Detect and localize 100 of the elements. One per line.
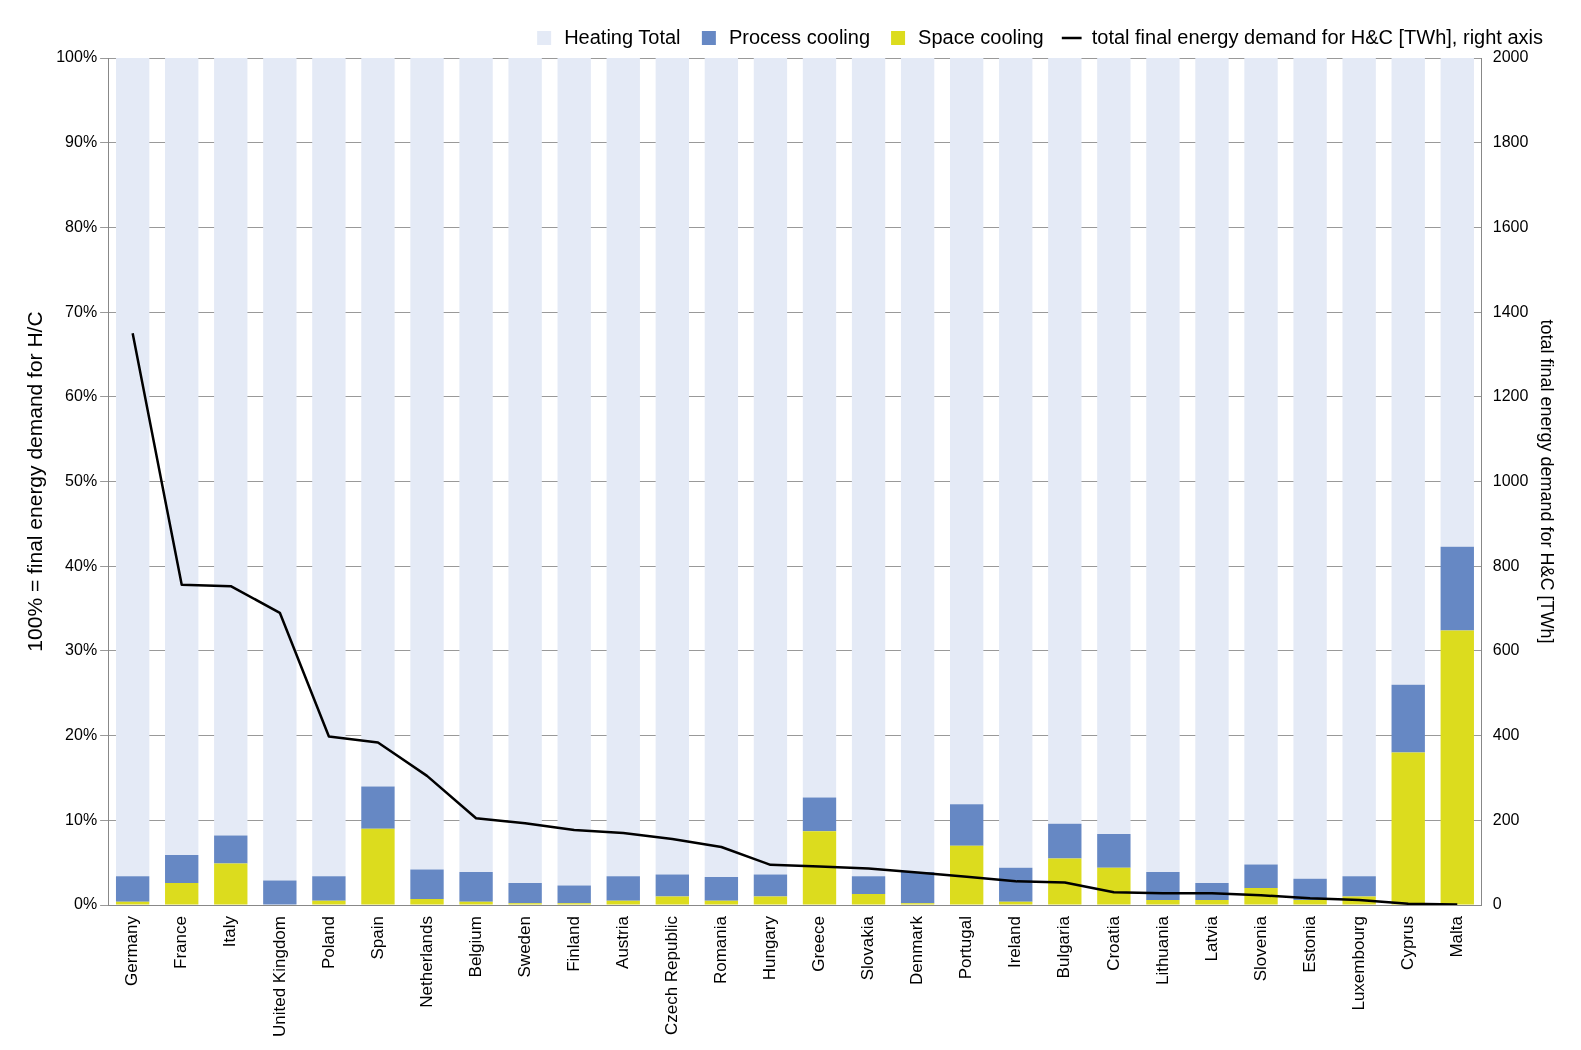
bar [312,58,346,877]
bar [1440,58,1474,547]
y2-tick-label: 1800 [1492,133,1529,151]
bar [753,896,788,905]
y-tick-label: 80% [65,217,98,235]
bar [165,883,199,905]
bar [851,876,886,895]
bar [557,885,591,904]
y-axis-title: 100% = final energy demand for H/C [23,311,47,652]
x-tick-label: Ireland [1005,916,1025,969]
bar [115,876,150,902]
bar [1440,630,1474,905]
bar [1146,899,1180,905]
x-tick-label: Romania [711,915,731,985]
bar [900,58,935,873]
bar [655,896,689,905]
x-tick-label: Spain [367,916,387,960]
bar [361,828,395,905]
bar [115,901,150,905]
bar [1048,58,1082,824]
bar [361,58,395,787]
bar [1293,58,1327,879]
bar [1342,876,1376,897]
y-tick-label: 0% [74,895,98,913]
y2-tick-label: 400 [1492,726,1520,744]
bar [263,880,297,905]
x-tick-label: Bulgaria [1054,915,1074,979]
bar [1391,58,1425,685]
bar [410,869,444,900]
bar [115,58,150,877]
y2-tick-label: 200 [1492,810,1520,828]
bar [606,900,640,905]
y-tick-label: 60% [65,387,98,405]
y-tick-label: 100% [56,48,98,66]
x-tick-label: Austria [612,915,632,969]
y2-tick-label: 0 [1492,895,1502,913]
y-tick-label: 10% [65,810,98,828]
bar [165,58,199,856]
x-tick-label: Portugal [956,916,976,980]
bar [999,58,1033,868]
bar [802,58,837,798]
bar [1097,833,1131,868]
bar [459,58,493,873]
bar [655,58,689,875]
x-tick-label: Germany [122,915,142,986]
bar [704,58,739,878]
bar [606,58,640,877]
bar [999,901,1033,905]
bar [1195,58,1229,884]
bar [410,899,444,905]
bar [361,786,395,829]
bar [459,872,493,902]
x-tick-label: Netherlands [416,916,436,1008]
bar [949,804,984,846]
bar [802,831,837,905]
bar [263,58,297,881]
x-tick-label: Belgium [465,916,485,978]
bar [1391,684,1425,753]
y-tick-label: 70% [65,302,98,320]
y-tick-label: 40% [65,556,98,574]
legend-label: Process cooling [728,25,871,48]
x-tick-label: Greece [809,916,829,972]
x-tick-label: United Kingdom [269,916,289,1038]
bar [214,58,248,836]
x-tick-label: Slovenia [1250,915,1270,982]
x-tick-label: Denmark [907,915,927,986]
x-tick-label: Estonia [1299,915,1319,973]
x-tick-label: Luxembourg [1348,916,1368,1011]
y2-tick-label: 2000 [1492,48,1529,66]
bar [1342,58,1376,877]
bar [1097,867,1131,905]
bar [1195,899,1229,905]
x-tick-label: Sweden [514,916,534,978]
bar [999,867,1033,902]
bar [1146,872,1180,900]
x-tick-label: Cyprus [1397,916,1417,970]
bar [1391,752,1425,905]
y-tick-label: 90% [65,133,98,151]
legend-label: total final energy demand for H&C [TWh], right axis [1091,25,1544,48]
bar [802,797,837,832]
bar [753,874,788,897]
bar [508,883,542,904]
y-tick-label: 30% [65,641,98,659]
bar [1244,58,1278,865]
bar [214,835,248,864]
bar [753,58,788,875]
x-tick-label: Hungary [760,915,780,981]
bar [606,876,640,901]
bar [1440,546,1474,631]
bar [508,58,542,884]
y2-tick-label: 1400 [1492,302,1529,320]
x-tick-label: Finland [563,916,583,972]
x-tick-label: Croatia [1103,915,1123,971]
bar [214,863,248,905]
y2-tick-label: 800 [1492,556,1520,574]
bar [1048,858,1082,905]
x-tick-label: Malta [1446,915,1466,958]
bar [410,58,444,870]
bar [1293,899,1327,905]
bar [1048,823,1082,859]
